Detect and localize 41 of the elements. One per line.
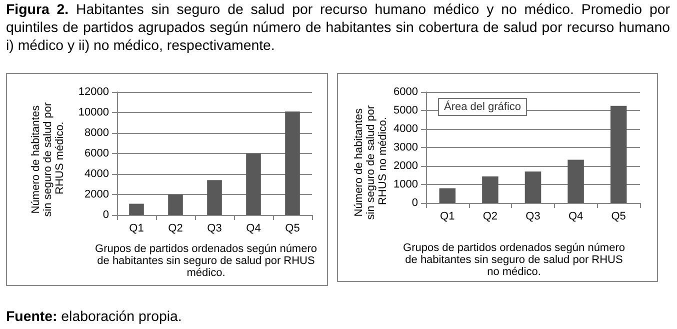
y-tick-label: 2000: [394, 160, 418, 172]
y-tick-label: 6000: [84, 148, 109, 160]
y-axis-title: Número de habitantes sin seguro de salud por RHUS no médico.: [353, 102, 389, 220]
bar: [207, 180, 222, 215]
x-tick-label: Q3: [526, 210, 540, 222]
x-tick-label: Q4: [246, 222, 261, 234]
x-tick-label: Q2: [482, 210, 498, 222]
source-note: Fuente: elaboración propia.: [6, 309, 182, 325]
annotation: Área del gráfico: [438, 98, 528, 116]
y-tick-label: 4000: [84, 168, 109, 180]
y-axis-title: Número de habitantes sin seguro de salud por RHUS médico.: [30, 99, 66, 217]
y-tick-label: 0: [102, 209, 109, 221]
bar: [568, 160, 584, 203]
y-tick-label: 0: [412, 197, 418, 209]
bar: [439, 188, 456, 203]
x-tick-label: Q1: [129, 222, 144, 234]
bar: [129, 204, 144, 215]
bar: [524, 172, 542, 203]
bar: [610, 106, 627, 203]
x-axis-title: Grupos de partidos ordenados según número de habitantes sin seguro de salud por RHUS médico.: [94, 243, 318, 279]
x-tick-label: Q2: [168, 222, 183, 234]
y-tick-label: 12000: [78, 86, 109, 98]
y-tick-label: 1000: [394, 178, 418, 190]
y-tick-label: 6000: [394, 86, 418, 98]
x-axis-title: Grupos de partidos ordenados según número de habitantes sin seguro de salud por RHUS no médico.: [402, 242, 626, 278]
x-tick-label: Q5: [611, 210, 626, 222]
x-tick-label: Q3: [207, 222, 222, 234]
y-tick-label: 10000: [78, 106, 109, 118]
y-tick-label: 4000: [394, 123, 418, 135]
chart-title: Figura 2. Habitantes sin seguro de salud por recurso humano médico y no médico. Promedio por quintiles de partidos agrupados según número de habitantes sin cobertura de salud por recurso humano i) médico y ii) no médico, respectivamente.: [6, 2, 670, 54]
bar: [168, 194, 183, 215]
y-tick-label: 5000: [394, 104, 418, 116]
bar: [285, 111, 300, 215]
y-tick-label: 2000: [84, 188, 109, 200]
x-tick-label: Q4: [568, 210, 584, 222]
bar: [482, 176, 498, 203]
y-tick-label: 3000: [394, 142, 418, 154]
bar: [246, 154, 261, 215]
x-tick-label: Q1: [440, 210, 455, 222]
x-tick-label: Q5: [285, 222, 300, 234]
y-tick-label: 8000: [84, 127, 109, 139]
